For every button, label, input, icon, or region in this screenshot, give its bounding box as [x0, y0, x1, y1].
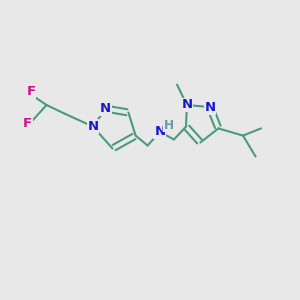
- Text: N: N: [87, 120, 99, 133]
- Text: N: N: [204, 100, 216, 114]
- Text: F: F: [26, 85, 35, 98]
- Text: N: N: [154, 125, 166, 139]
- Text: H: H: [164, 119, 174, 132]
- Text: N: N: [181, 98, 193, 112]
- Text: F: F: [23, 117, 32, 130]
- Text: N: N: [100, 102, 111, 115]
